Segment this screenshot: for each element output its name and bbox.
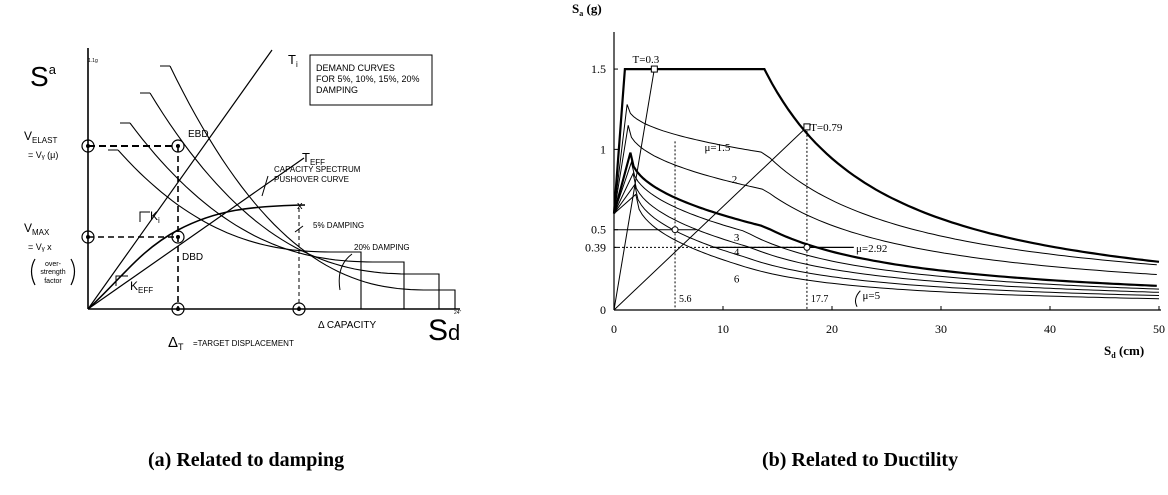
factor-label: factor — [44, 278, 62, 285]
target-disp-label: =TARGET DISPLACEMENT — [193, 339, 294, 348]
series-mu-5 — [613, 183, 1160, 296]
series-mu-2.92 — [612, 152, 1157, 287]
marker-square — [650, 65, 658, 73]
delta-cap-marker-dot — [297, 307, 301, 311]
demand-curve — [117, 149, 362, 309]
label-6: 6 — [734, 274, 740, 286]
20pct-callout — [338, 253, 353, 291]
keff-label: KEFF — [130, 279, 153, 295]
label-mu-5: μ=5 — [863, 290, 881, 302]
y-axis-label: Sa (g) — [572, 1, 602, 18]
legend-box-line: DEMAND CURVES — [316, 63, 395, 73]
capacity-label-2: PUSHOVER CURVE — [274, 175, 349, 184]
dbd-marker-dot — [176, 235, 180, 239]
label-4: 4 — [734, 246, 740, 258]
x-tick-label: 40 — [1044, 322, 1056, 336]
label-mu-1.5: μ=1.5 — [704, 142, 730, 154]
capacity-callout — [261, 175, 269, 197]
vy-mu-label: = Vᵧ (μ) — [28, 150, 58, 160]
x-tick-label: 0 — [611, 322, 617, 336]
ki-bracket — [139, 211, 150, 222]
velast-marker — [81, 139, 95, 153]
vy-x-label: = Vᵧ x — [28, 242, 52, 252]
label-mu-2.92: μ=2.92 — [856, 243, 887, 255]
teff-line — [87, 157, 305, 310]
capacity-end-mark: x — [297, 200, 303, 212]
series-mu-3 — [613, 160, 1160, 290]
marker-square — [803, 123, 811, 131]
series-mu-4 — [613, 171, 1160, 293]
delta-t-label: ΔT — [168, 334, 184, 352]
x-tick-label: 24" — [454, 310, 462, 316]
x-tick-label: 10 — [717, 322, 729, 336]
caption-left: (a) Related to damping — [148, 449, 345, 471]
legend-box-line: FOR 5%, 10%, 15%, 20% — [316, 74, 420, 84]
velast-label: VELAST — [24, 129, 57, 145]
guide-x2-label: 17.7 — [811, 294, 829, 305]
demand-curve — [129, 122, 405, 309]
vmax-marker — [81, 230, 95, 244]
legend-box — [309, 54, 433, 106]
period-label-0.79: T=0.79 — [810, 122, 843, 134]
over-label: over- — [45, 261, 62, 268]
series-mu-1.5 — [613, 104, 1157, 266]
y-tick-label: 1.1g — [88, 58, 98, 64]
paren-right — [70, 258, 76, 286]
period-line-0.79 — [613, 126, 808, 311]
chart-right: 0 10 20 30 40 50 0 0.39 0.5 1 1.5 Sa (g) Sd (cm) 5.6 1… — [572, 1, 1165, 360]
5pct-damping-label: 5% DAMPING — [313, 221, 364, 230]
legend-box-line: DAMPING — [316, 85, 358, 95]
ebd-marker-dot — [176, 144, 180, 148]
dbd-marker — [171, 230, 185, 244]
series-mu-2 — [613, 125, 1157, 275]
y-tick-label: 0.39 — [585, 240, 606, 254]
delta-t-marker-dot — [176, 307, 180, 311]
label-mu-5-bracket — [854, 290, 861, 308]
delta-t-marker — [171, 302, 185, 316]
vmax-marker-dot — [86, 235, 90, 239]
label-2: 2 — [732, 174, 738, 186]
delta-cap-marker — [292, 302, 306, 316]
label-3: 3 — [734, 232, 740, 244]
marker-circle — [803, 243, 811, 251]
guide-x1-label: 5.6 — [679, 294, 692, 305]
y-tick-label: 1 — [600, 142, 606, 156]
keff-bracket — [115, 275, 128, 286]
period-label-0.3: T=0.3 — [633, 54, 660, 66]
dbd-label: DBD — [182, 252, 203, 263]
ebd-label: EBD — [188, 129, 209, 140]
period-line-0.3 — [613, 68, 655, 311]
velast-marker-dot — [86, 144, 90, 148]
series-mu-1 — [612, 68, 1160, 263]
vmax-label: VMAX — [24, 221, 50, 237]
20pct-damping-label: 20% DAMPING — [354, 243, 410, 252]
strength-label: strength — [40, 269, 65, 276]
paren-left — [30, 258, 36, 286]
y-axis-label: Sa — [30, 61, 57, 92]
series-mu-6 — [613, 193, 1160, 300]
x-tick-label: 30 — [935, 322, 947, 336]
caption-right: (b) Related to Ductility — [762, 449, 959, 471]
x-axis-label: Sd (cm) — [1104, 343, 1144, 360]
ebd-marker — [171, 139, 185, 153]
delta-cap-label: Δ CAPACITY — [318, 320, 377, 331]
marker-circle — [671, 226, 679, 234]
y-tick-label: 0.5 — [591, 223, 606, 237]
y-tick-label: 0 — [600, 303, 606, 317]
demand-curve — [149, 92, 440, 309]
ti-label: Ti — [288, 52, 298, 69]
ti-line — [87, 49, 273, 310]
y-tick-label: 1.5 — [591, 62, 606, 76]
x-tick-label: 20 — [826, 322, 838, 336]
teff-label: TEFF — [302, 150, 325, 167]
x-tick-label: 50 — [1153, 322, 1165, 336]
x-axis-label: Sd — [428, 314, 460, 347]
ki-label: Ki — [150, 209, 160, 225]
capacity-label-1: CAPACITY SPECTRUM — [274, 165, 361, 174]
